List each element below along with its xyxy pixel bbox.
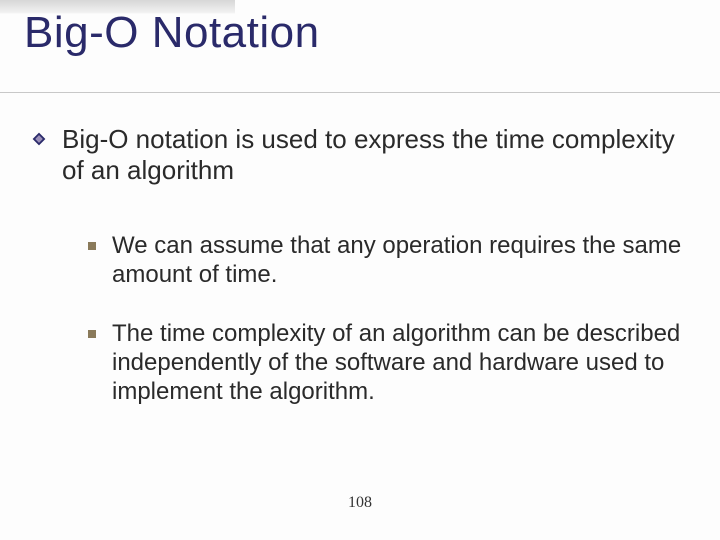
diamond-bullet-icon <box>32 132 46 146</box>
slide-body: Big-O notation is used to express the ti… <box>62 124 690 436</box>
page-number: 108 <box>0 494 720 512</box>
bullet-level1-text: Big-O notation is used to express the ti… <box>62 124 675 185</box>
bullet-level2-text: The time complexity of an algorithm can … <box>112 320 680 405</box>
bullet-level2: The time complexity of an algorithm can … <box>112 320 690 406</box>
square-bullet-icon <box>88 330 96 338</box>
title-bar: Big-O Notation <box>0 0 720 93</box>
slide: Big-O Notation Big-O notation is used to… <box>0 0 720 540</box>
slide-title: Big-O Notation <box>24 8 320 58</box>
bullet-level1: Big-O notation is used to express the ti… <box>62 124 690 186</box>
bullet-level2-text: We can assume that any operation require… <box>112 232 681 288</box>
square-bullet-icon <box>88 242 96 250</box>
bullet-level2-group: We can assume that any operation require… <box>112 232 690 406</box>
bullet-level2: We can assume that any operation require… <box>112 232 690 290</box>
